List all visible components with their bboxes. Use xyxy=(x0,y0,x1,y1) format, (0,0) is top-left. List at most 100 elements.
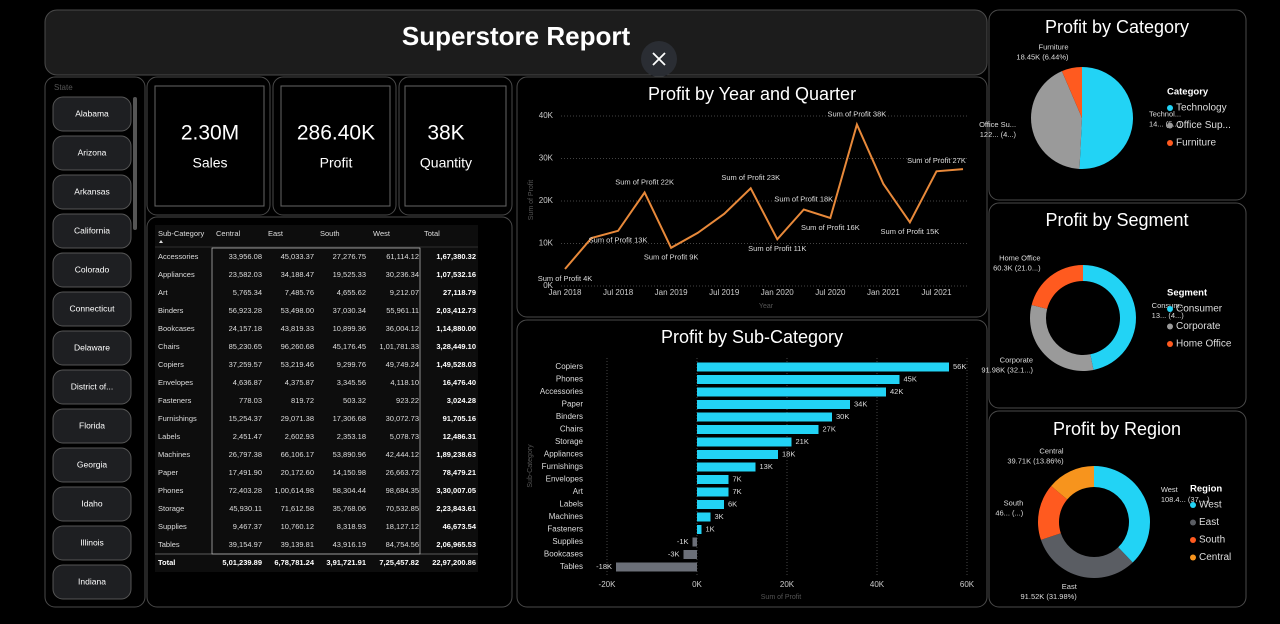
slicer-item-label: Colorado xyxy=(75,264,110,274)
y-tick-label: Envelopes xyxy=(546,475,583,484)
data-label: 42K xyxy=(890,387,903,396)
table-cell: 37,259.57 xyxy=(229,360,262,369)
table-cell: 66,106.17 xyxy=(281,450,314,459)
chart-title: Profit by Year and Quarter xyxy=(648,84,856,104)
x-tick-label: Jul 2018 xyxy=(603,288,634,297)
table-cell: 33,956.08 xyxy=(229,252,262,261)
data-label: Sum of Profit 22K xyxy=(615,177,674,186)
data-label: 13K xyxy=(760,462,773,471)
bar xyxy=(697,475,729,484)
data-label: 1K xyxy=(706,524,715,533)
table-cell: 39,154.97 xyxy=(229,540,262,549)
data-label: Sum of Profit 4K xyxy=(538,274,593,283)
table-cell: 2,602.93 xyxy=(285,432,314,441)
slicer-item-label: Delaware xyxy=(74,342,110,352)
slicer-item[interactable] xyxy=(52,213,132,249)
slicer-item[interactable] xyxy=(52,525,132,561)
legend-swatch xyxy=(1167,122,1173,129)
data-label: 13... (4...) xyxy=(1152,311,1185,320)
y-axis-title: Sum of Profit xyxy=(528,180,535,221)
table-cell: 98,684.35 xyxy=(386,486,419,495)
data-label: 56K xyxy=(953,362,966,371)
slicer-item[interactable] xyxy=(52,96,132,132)
slicer-item[interactable] xyxy=(52,486,132,522)
table-cell: Labels xyxy=(158,432,180,441)
table-cell: 61,114.12 xyxy=(386,252,419,261)
slicer-item[interactable] xyxy=(52,369,132,405)
data-label: Sum of Profit 18K xyxy=(774,194,833,203)
table-cell: 26,797.38 xyxy=(229,450,262,459)
x-tick-label: Jan 2018 xyxy=(549,288,582,297)
slicer-item[interactable] xyxy=(52,252,132,288)
data-label: -1K xyxy=(677,537,689,546)
slicer-item-label: Georgia xyxy=(77,459,108,469)
x-tick-label: Jan 2019 xyxy=(655,288,688,297)
table-cell: Envelopes xyxy=(158,378,193,387)
table-cell: 4,636.87 xyxy=(233,378,262,387)
slice xyxy=(1094,466,1150,563)
header-panel xyxy=(44,9,988,76)
slicer-item[interactable] xyxy=(52,564,132,600)
table-cell: Storage xyxy=(158,504,184,513)
legend-title: Region xyxy=(1190,484,1222,495)
chart-title: Profit by Region xyxy=(1053,419,1181,439)
data-label: 46... (...) xyxy=(995,509,1023,518)
x-axis-title: Year xyxy=(759,303,774,310)
slicer-item[interactable] xyxy=(52,135,132,171)
table-cell: 43,819.33 xyxy=(281,324,314,333)
bar xyxy=(697,400,850,409)
card-panel xyxy=(398,76,513,216)
y-tick-label: Copiers xyxy=(555,362,583,371)
slice-name: Consum... xyxy=(1152,301,1186,310)
table-cell: 36,004.12 xyxy=(386,324,419,333)
y-tick-label: Labels xyxy=(559,500,583,509)
table-cell: 1,01,781.33 xyxy=(379,342,419,351)
table-cell: 45,176.45 xyxy=(333,342,366,351)
data-label: 30K xyxy=(836,412,849,421)
data-label: Sum of Profit 27K xyxy=(907,156,966,165)
data-label: 39.71K (13.86%) xyxy=(1007,457,1064,466)
table-cell: 10,899.36 xyxy=(333,324,366,333)
slicer-item[interactable] xyxy=(52,291,132,327)
card-label: Quantity xyxy=(420,155,472,171)
data-label: 14... (5...) xyxy=(1149,120,1182,129)
slicer-item[interactable] xyxy=(52,408,132,444)
y-tick-label: Chairs xyxy=(560,425,583,434)
table-cell: 3,30,007.05 xyxy=(436,486,476,495)
data-label: 91.98K (32.1...) xyxy=(981,366,1033,375)
y-tick-label: Accessories xyxy=(540,387,583,396)
table-cell: Appliances xyxy=(158,270,195,279)
slicer-item[interactable] xyxy=(52,447,132,483)
table-cell: Phones xyxy=(158,486,184,495)
table-cell: 53,498.00 xyxy=(281,306,314,315)
table-cell: 1,07,532.16 xyxy=(436,270,476,279)
table-cell: 1,14,880.00 xyxy=(436,324,476,333)
slice-name: South xyxy=(1004,499,1024,508)
slicer-item[interactable] xyxy=(52,174,132,210)
slice xyxy=(1031,71,1082,169)
card-value: 2.30M xyxy=(181,122,239,145)
table-cell: 819.72 xyxy=(291,396,314,405)
y-axis-title: Sub-Category xyxy=(527,444,534,488)
card-label: Profit xyxy=(320,155,353,171)
legend-swatch xyxy=(1167,341,1173,347)
bar xyxy=(697,387,886,397)
bar xyxy=(697,425,819,434)
table-cell: 4,118.10 xyxy=(390,378,419,387)
data-label: 3K xyxy=(715,512,724,521)
data-label: 60.3K (21.0...) xyxy=(993,264,1041,273)
table-cell: Tables xyxy=(158,540,180,549)
data-label: 7K xyxy=(733,487,742,496)
x-tick-label: 60K xyxy=(960,580,975,589)
legend-label: Technology xyxy=(1176,103,1227,114)
chart-title: Profit by Category xyxy=(1045,17,1189,37)
bar xyxy=(697,412,832,422)
slicer-item[interactable] xyxy=(52,330,132,366)
table-cell: Machines xyxy=(158,450,190,459)
table-cell: 12,486.31 xyxy=(443,432,476,441)
table-cell: 27,118.79 xyxy=(443,288,476,297)
y-tick-label: Fasteners xyxy=(547,525,583,534)
slice xyxy=(1038,485,1068,540)
bar xyxy=(697,437,792,447)
